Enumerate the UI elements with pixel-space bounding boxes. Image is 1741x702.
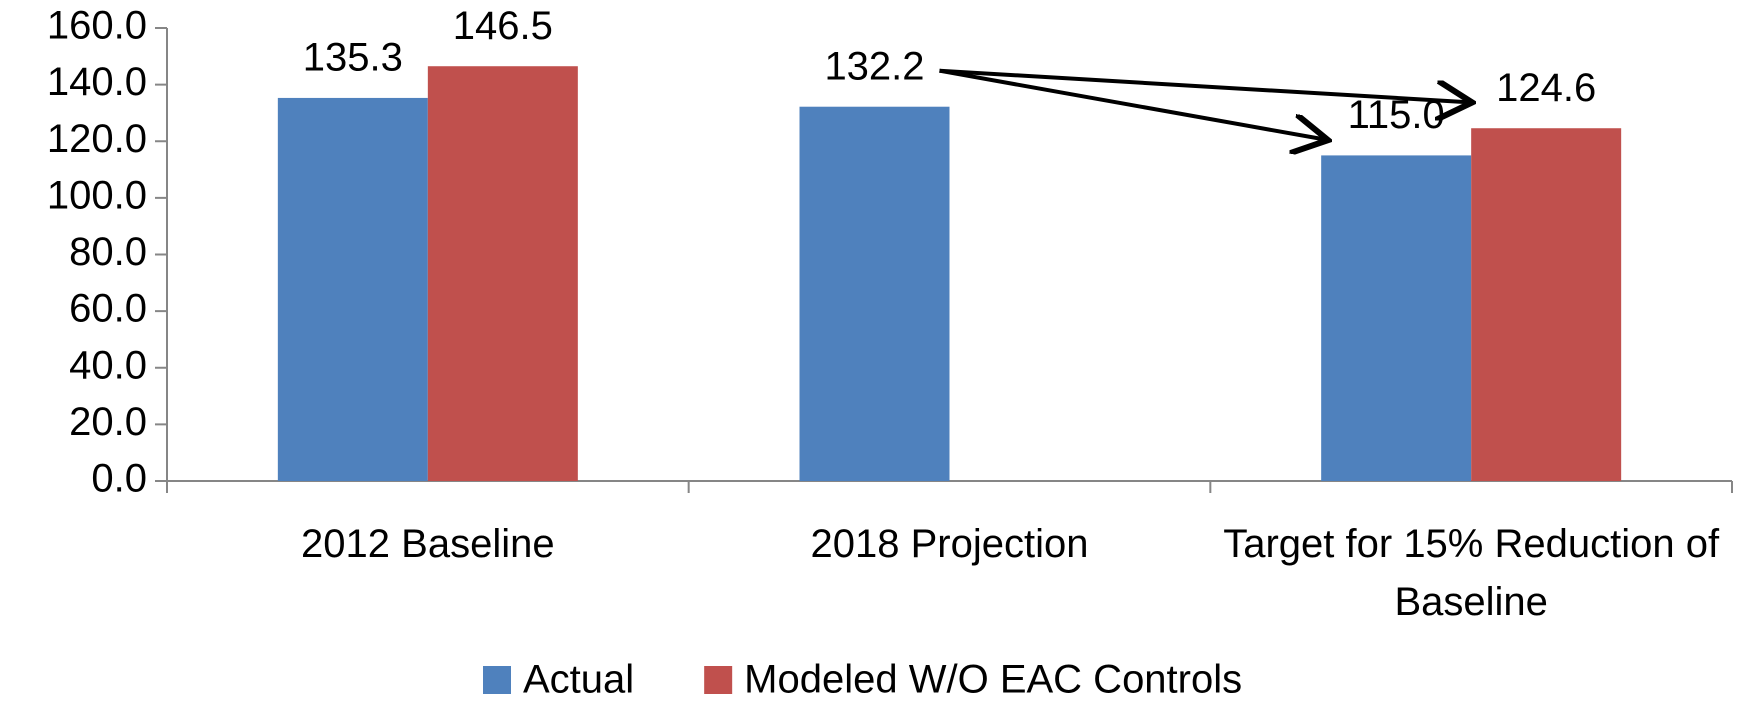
- y-tick-label: 20.0: [69, 400, 147, 444]
- bar: [1471, 128, 1622, 481]
- x-tick-label: 2018 Projection: [810, 522, 1089, 566]
- data-label: 146.5: [453, 4, 553, 48]
- y-tick-label: 160.0: [47, 4, 147, 48]
- bar: [277, 97, 428, 481]
- data-label: 124.6: [1496, 66, 1596, 110]
- y-tick-label: 40.0: [69, 343, 147, 387]
- legend-label: Actual: [523, 658, 634, 702]
- annotation-arrow: [939, 68, 1469, 103]
- y-tick-label: 80.0: [69, 230, 147, 274]
- bar: [799, 106, 950, 482]
- y-tick-label: 0.0: [91, 457, 147, 501]
- y-tick-label: 60.0: [69, 287, 147, 331]
- y-tick-label: 120.0: [47, 117, 147, 161]
- data-label: 132.2: [824, 44, 924, 88]
- legend-swatch: [483, 666, 511, 694]
- legend-label: Modeled W/O EAC Controls: [744, 658, 1242, 702]
- x-tick-label: Target for 15% Reduction of Baseline: [1223, 522, 1720, 624]
- y-tick-label: 100.0: [47, 173, 147, 217]
- annotation-arrow: [939, 68, 1325, 140]
- x-tick-label: 2012 Baseline: [301, 522, 555, 566]
- legend-swatch: [704, 666, 733, 694]
- data-label: 135.3: [303, 35, 403, 79]
- bar: [427, 66, 578, 482]
- bar: [1321, 155, 1472, 481]
- y-tick-label: 140.0: [47, 60, 147, 104]
